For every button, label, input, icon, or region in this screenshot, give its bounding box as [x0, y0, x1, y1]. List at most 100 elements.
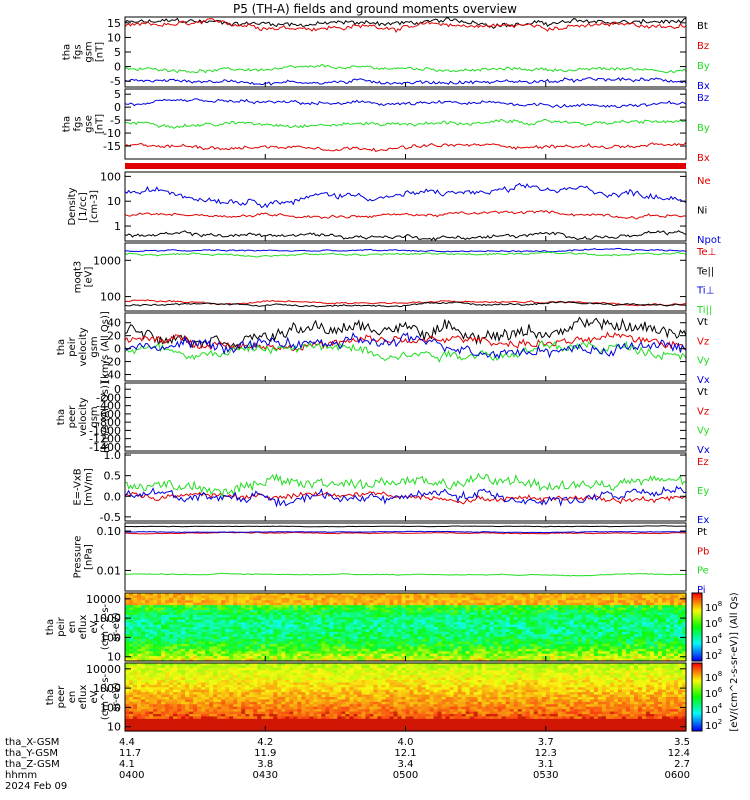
spectrogram-cell	[605, 648, 611, 652]
spectrogram-cell	[637, 646, 643, 650]
spectrogram-cell	[433, 631, 439, 635]
spectrogram-cell	[649, 617, 655, 621]
spectrogram-cell	[269, 622, 274, 626]
spectrogram-cell	[649, 605, 655, 609]
spectrogram-cell	[273, 612, 278, 616]
spectrogram-cell	[301, 600, 306, 604]
spectrogram-cell	[245, 658, 250, 662]
spectrogram-cell	[353, 619, 359, 623]
spectrogram-cell	[369, 624, 375, 628]
spectrogram-cell	[389, 593, 395, 597]
spectrogram-cell	[261, 631, 266, 635]
spectrogram-cell	[657, 619, 663, 623]
spectrogram-cell	[457, 639, 463, 643]
spectrogram-cell	[481, 670, 487, 674]
spectrogram-cell	[669, 667, 675, 671]
spectrogram-cell	[185, 677, 190, 681]
spectrogram-cell	[537, 648, 543, 652]
spectrogram-cell	[673, 675, 679, 679]
spectrogram-cell	[473, 614, 479, 618]
spectrogram-cell	[309, 629, 314, 633]
spectrogram-cell	[357, 610, 363, 614]
spectrogram-cell	[129, 617, 134, 621]
spectrogram-cell	[161, 665, 166, 669]
legend-Vx: Vx	[697, 375, 710, 386]
spectrogram-cell	[645, 614, 651, 618]
spectrogram-cell	[677, 658, 683, 662]
spectrogram-cell	[533, 675, 539, 679]
spectrogram-cell	[405, 672, 411, 676]
spectrogram-cell	[593, 636, 599, 640]
spectrogram-cell	[417, 597, 423, 601]
spectrogram-cell	[461, 595, 467, 599]
spectrogram-cell	[361, 653, 367, 657]
spectrogram-cell	[525, 658, 531, 662]
spectrogram-cell	[385, 593, 391, 597]
spectrogram-cell	[257, 631, 262, 635]
spectrogram-cell	[125, 619, 130, 623]
spectrogram-cell	[437, 612, 443, 616]
spectrogram-cell	[537, 634, 543, 638]
spectrogram-cell	[641, 619, 647, 623]
spectrogram-cell	[193, 622, 198, 626]
spectrogram-cell	[233, 665, 238, 669]
spectrogram-cell	[417, 663, 423, 667]
spectrogram-cell	[177, 672, 182, 676]
spectrogram-cell	[309, 617, 314, 621]
spectrogram-cell	[237, 597, 242, 601]
spectrogram-cell	[305, 644, 310, 648]
spectrogram-cell	[549, 614, 555, 618]
spectrogram-cell	[389, 665, 395, 669]
spectrogram-cell	[149, 612, 154, 616]
spectrogram-cell	[249, 593, 254, 597]
spectrogram-cell	[489, 648, 495, 652]
spectrogram-cell	[289, 634, 294, 638]
spectrogram-cell	[637, 636, 643, 640]
spectrogram-cell	[613, 595, 619, 599]
spectrogram-cell	[137, 663, 142, 667]
spectrogram-cell	[613, 634, 619, 638]
spectrogram-cell	[381, 636, 387, 640]
spectrogram-cell	[169, 639, 174, 643]
spectrogram-cell	[669, 624, 675, 628]
spectrogram-cell	[661, 600, 667, 604]
spectrogram-cell	[153, 677, 158, 681]
spectrogram-cell	[281, 634, 286, 638]
spectrogram-cell	[645, 593, 651, 597]
spectrogram-cell	[461, 667, 467, 671]
spectrogram-cell	[465, 617, 471, 621]
spectrogram-cell	[293, 636, 298, 640]
spectrogram-cell	[629, 624, 635, 628]
series-Npot-line	[124, 182, 687, 209]
spectrogram-cell	[349, 617, 355, 621]
spectrogram-cell	[221, 644, 226, 648]
spectrogram-cell	[465, 636, 471, 640]
spectrogram-cell	[529, 617, 535, 621]
spectrogram-cell	[173, 595, 178, 599]
spectrogram-cell	[653, 634, 659, 638]
spectrogram-cell	[649, 636, 655, 640]
spectrogram-cell	[341, 597, 346, 601]
spectrogram-cell	[145, 612, 150, 616]
spectrogram-cell	[465, 667, 471, 671]
spectrogram-cell	[205, 658, 210, 662]
spectrogram-cell	[209, 597, 214, 601]
spectrogram-cell	[365, 646, 371, 650]
spectrogram-cell	[609, 653, 615, 657]
spectrogram-cell	[249, 600, 254, 604]
spectrogram-cell	[641, 665, 647, 669]
spectrogram-cell	[589, 639, 595, 643]
spectrogram-cell	[461, 631, 467, 635]
spectrogram-cell	[317, 610, 322, 614]
spectrogram-cell	[141, 641, 146, 645]
spectrogram-cell	[305, 675, 310, 679]
spectrogram-cell	[577, 653, 583, 657]
spectrogram-cell	[233, 651, 238, 655]
spectrogram-cell	[493, 672, 499, 676]
spectrogram-cell	[289, 646, 294, 650]
spectrogram-cell	[217, 644, 222, 648]
spectrogram-cell	[657, 639, 663, 643]
spectrogram-cell	[209, 675, 214, 679]
spectrogram-cell	[465, 672, 471, 676]
spectrogram-cell	[473, 639, 479, 643]
